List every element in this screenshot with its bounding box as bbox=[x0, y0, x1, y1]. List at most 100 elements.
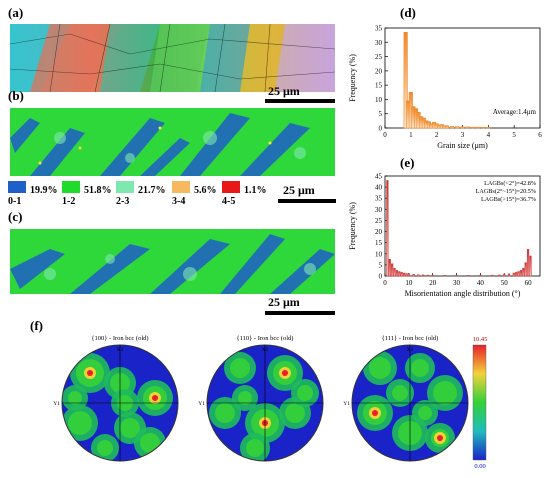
colorbar-max: 10.45 bbox=[473, 336, 488, 343]
colorbar bbox=[472, 344, 487, 461]
y-tick-label: 30 bbox=[375, 206, 383, 214]
legend-pct-1: 51.8% bbox=[84, 185, 112, 196]
bar bbox=[519, 270, 523, 277]
legend-pct-0: 19.9% bbox=[30, 185, 58, 196]
legend-swatch-2 bbox=[116, 181, 134, 193]
x-tick-label: 30 bbox=[453, 279, 461, 287]
pole-figure-y-label: Y1 bbox=[343, 401, 350, 407]
bar bbox=[393, 267, 396, 277]
y-tick-label: 15 bbox=[375, 239, 383, 247]
bar bbox=[431, 275, 434, 277]
legend-swatch-3 bbox=[172, 181, 190, 193]
density-contour bbox=[433, 381, 457, 405]
bar bbox=[498, 274, 501, 277]
bar bbox=[450, 125, 455, 129]
density-contour bbox=[285, 403, 305, 423]
legend-swatch-0 bbox=[8, 181, 26, 193]
bar bbox=[475, 126, 481, 129]
density-contour bbox=[68, 391, 82, 405]
pole-figure-title: {100} - Iron bcc (old) bbox=[91, 335, 148, 342]
bar bbox=[479, 275, 482, 277]
legend-pct-4: 1.1% bbox=[244, 185, 267, 196]
bar bbox=[426, 274, 430, 277]
bar bbox=[491, 274, 494, 277]
pole-figure-title: {110} - Iron bcc (old) bbox=[237, 335, 294, 342]
density-contour bbox=[68, 411, 92, 435]
panel-a-label: (a) bbox=[8, 5, 24, 20]
y-axis-label: Frequency (%) bbox=[348, 202, 357, 250]
bar bbox=[405, 273, 408, 277]
legend-pct-3: 5.6% bbox=[194, 185, 217, 196]
panel-b-label: (b) bbox=[8, 88, 24, 103]
y-tick-label: 25 bbox=[375, 217, 383, 225]
bar bbox=[507, 273, 511, 277]
pole-figures: {100} - Iron bcc (old) X1 Y1 {110} - Iron b… bbox=[53, 335, 488, 470]
pole-figure-x-label: X1 bbox=[407, 347, 414, 353]
density-peak bbox=[282, 370, 288, 376]
legend-range-0: 0-1 bbox=[8, 196, 22, 207]
bar bbox=[529, 255, 532, 277]
grain-size-chart: 0 1 2 3 4 5 6 0 5 10 15 20 25 30 35 Grain size (μm) Freq… bbox=[348, 25, 542, 151]
x-tick-label: 2 bbox=[435, 131, 439, 139]
bar bbox=[391, 263, 394, 277]
y-tick-label: 15 bbox=[375, 82, 383, 90]
bar bbox=[444, 125, 450, 129]
x-tick-label: 0 bbox=[383, 279, 387, 287]
ipf-orientation-map bbox=[10, 24, 335, 92]
x-tick-label: 60 bbox=[525, 279, 533, 287]
y-axis-label: Frequency (%) bbox=[348, 54, 357, 102]
y-tick-label: 40 bbox=[375, 184, 383, 192]
lagb-annotation: LAGBs(2°~15°)=20.5% bbox=[476, 188, 536, 195]
y-tick-label: 10 bbox=[375, 96, 383, 104]
bar bbox=[403, 31, 408, 129]
density-contour bbox=[297, 385, 313, 401]
y-tick-label: 35 bbox=[375, 195, 383, 203]
legend-range-1: 1-2 bbox=[62, 196, 76, 207]
bar bbox=[467, 275, 470, 277]
density-peak bbox=[152, 395, 158, 401]
bar bbox=[443, 275, 446, 277]
bar bbox=[398, 271, 401, 277]
kam-map-b bbox=[10, 108, 335, 176]
density-contour bbox=[418, 406, 432, 420]
bar bbox=[515, 272, 518, 277]
y-tick-label: 20 bbox=[375, 67, 383, 75]
lagb-annotation: LAGBs(>15°)=36.7% bbox=[481, 196, 536, 203]
bar bbox=[402, 272, 406, 277]
pole-figure-x-label: X1 bbox=[262, 347, 269, 353]
panel-e-label: (e) bbox=[400, 155, 415, 170]
legend-swatch-4 bbox=[222, 181, 240, 193]
density-contour bbox=[246, 439, 264, 457]
legend-range-2: 2-3 bbox=[116, 196, 130, 207]
y-tick-label: 0 bbox=[379, 273, 383, 281]
x-tick-label: 4 bbox=[487, 131, 491, 139]
y-tick-label: 0 bbox=[379, 125, 383, 133]
y-tick-label: 5 bbox=[379, 110, 383, 118]
average-annotation: Average:1.4μm bbox=[493, 108, 537, 116]
panel-d-label: (d) bbox=[400, 5, 416, 20]
bar bbox=[422, 274, 425, 277]
bar bbox=[455, 126, 460, 129]
x-tick-label: 5 bbox=[512, 131, 516, 139]
bar bbox=[486, 127, 491, 129]
bar bbox=[512, 272, 515, 277]
panel-c-label: (c) bbox=[8, 209, 23, 224]
density-contour bbox=[238, 391, 252, 405]
density-peak bbox=[87, 370, 93, 376]
density-contour bbox=[392, 385, 408, 401]
misorientation-chart: 0 10 20 30 40 50 60 0 5 10 15 20 25 30 35 40 45 Misorient… bbox=[348, 173, 541, 298]
x-tick-label: 1 bbox=[409, 131, 413, 139]
density-contour bbox=[215, 403, 235, 423]
density-contour bbox=[411, 359, 429, 377]
scale-bar-b bbox=[278, 199, 336, 203]
y-tick-label: 25 bbox=[375, 53, 383, 61]
scale-bar-a bbox=[265, 99, 335, 103]
bar bbox=[526, 249, 530, 277]
legend-range-4: 4-5 bbox=[222, 196, 236, 207]
plot-frame bbox=[384, 175, 541, 277]
density-contour bbox=[140, 433, 160, 453]
scale-label-a: 25 μm bbox=[268, 84, 300, 98]
y-tick-label: 35 bbox=[375, 25, 383, 33]
lagb-annotation: LAGBs(<2°)=42.8% bbox=[484, 180, 536, 187]
pole-figure-x-label: X1 bbox=[117, 347, 124, 353]
